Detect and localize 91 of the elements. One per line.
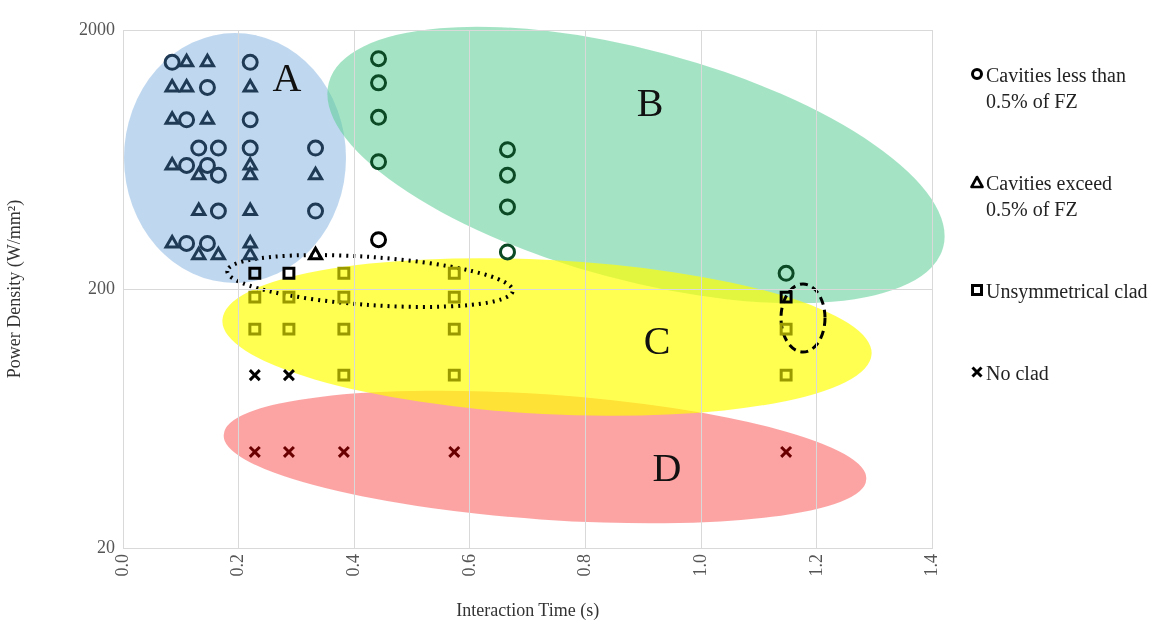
point xyxy=(337,445,351,459)
point xyxy=(248,266,262,280)
point xyxy=(307,202,325,220)
point xyxy=(190,139,208,157)
point xyxy=(447,368,461,382)
point xyxy=(498,141,516,159)
point xyxy=(210,246,226,261)
legend-label: No clad xyxy=(986,361,1049,386)
point xyxy=(447,290,461,304)
point xyxy=(779,445,793,459)
x-tick-label: 0.4 xyxy=(342,554,363,577)
point xyxy=(370,74,388,92)
legend-label: Cavities less than 0.5% of FZ xyxy=(986,63,1127,114)
point xyxy=(498,243,516,261)
point xyxy=(191,166,207,181)
x-tick-label: 1.0 xyxy=(689,554,710,577)
point xyxy=(178,234,196,252)
point xyxy=(209,202,227,220)
point xyxy=(498,198,516,216)
point xyxy=(242,156,258,171)
point xyxy=(198,78,216,96)
point xyxy=(178,156,196,174)
point xyxy=(164,234,180,249)
point xyxy=(337,290,351,304)
point xyxy=(337,322,351,336)
point xyxy=(199,111,215,125)
point xyxy=(241,53,259,71)
point xyxy=(242,78,258,93)
point xyxy=(282,266,296,280)
y-axis-title: Power Density (W/mm²) xyxy=(3,199,25,379)
point xyxy=(307,246,324,261)
x-tick-label: 0.6 xyxy=(458,554,479,577)
point xyxy=(370,50,388,68)
point xyxy=(337,368,351,382)
point xyxy=(191,202,207,217)
point xyxy=(337,266,351,280)
point xyxy=(209,139,227,157)
point xyxy=(241,111,259,129)
legend-label: Cavities exceed 0.5% of FZ xyxy=(986,171,1114,222)
point xyxy=(447,266,461,280)
point xyxy=(447,322,461,336)
point xyxy=(241,139,259,157)
point xyxy=(282,368,296,382)
point xyxy=(779,322,793,336)
y-tick-label: 20 xyxy=(97,536,115,557)
x-tick-label: 1.4 xyxy=(921,554,942,577)
x-axis-title: Interaction Time (s) xyxy=(456,599,600,621)
point xyxy=(282,445,296,459)
point xyxy=(198,234,216,252)
annotation: A xyxy=(272,54,302,100)
annotation: C xyxy=(643,317,671,363)
point xyxy=(248,290,262,304)
point xyxy=(209,166,227,184)
point xyxy=(779,290,793,304)
point xyxy=(242,246,258,261)
annotation: B xyxy=(636,79,664,125)
point xyxy=(242,202,258,217)
x-tick-label: 1.2 xyxy=(805,554,826,577)
y-tick-label: 2000 xyxy=(79,18,115,39)
point xyxy=(178,111,196,129)
point xyxy=(447,445,461,459)
x-tick-label: 0.0 xyxy=(111,554,132,577)
point xyxy=(779,368,793,382)
point xyxy=(777,264,795,282)
legend-label: Unsymmetrical clad xyxy=(986,279,1148,304)
point xyxy=(370,153,388,171)
point xyxy=(242,166,258,181)
x-tick-label: 0.8 xyxy=(574,554,595,577)
point xyxy=(307,166,324,181)
point xyxy=(248,368,262,382)
point xyxy=(498,166,516,184)
point xyxy=(191,246,207,261)
point xyxy=(198,156,216,174)
point xyxy=(179,53,195,68)
point xyxy=(163,53,181,71)
point xyxy=(164,78,180,93)
point xyxy=(307,139,325,157)
point xyxy=(248,445,262,459)
point xyxy=(370,108,388,126)
point xyxy=(282,322,296,336)
point xyxy=(242,234,258,249)
point xyxy=(179,78,195,93)
annotation: D xyxy=(652,444,682,490)
point xyxy=(248,322,262,336)
point xyxy=(199,53,215,68)
y-tick-label: 200 xyxy=(88,277,115,298)
point xyxy=(164,111,180,125)
point xyxy=(370,231,388,249)
point xyxy=(282,290,296,304)
point xyxy=(164,156,180,171)
x-tick-label: 0.2 xyxy=(227,554,248,577)
